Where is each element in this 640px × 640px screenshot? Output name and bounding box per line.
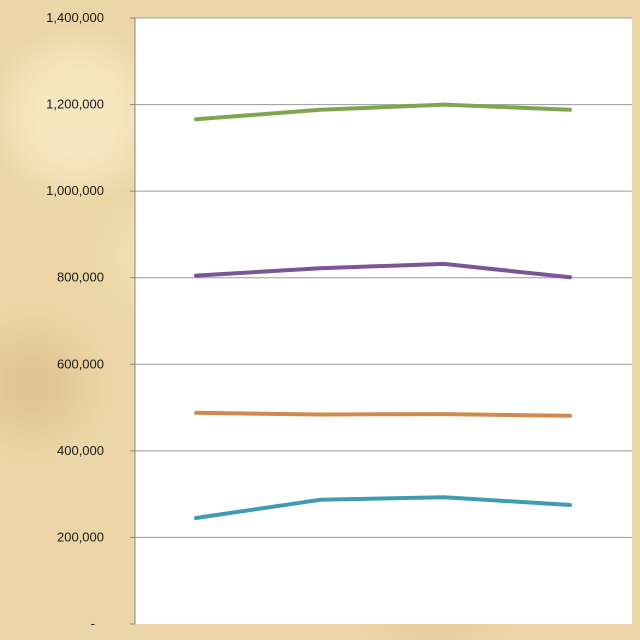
series-line-4 (194, 495, 572, 520)
series-line-2 (194, 261, 572, 280)
series-lines (194, 102, 572, 520)
series-line-3 (194, 410, 572, 418)
gridlines (135, 17, 632, 538)
y-tick-label: 600,000 (57, 356, 104, 371)
y-tick-label: 400,000 (57, 443, 104, 458)
y-tick-label: 200,000 (57, 529, 104, 544)
y-tick-label: 1,200,000 (46, 97, 104, 112)
series-line-1 (194, 102, 572, 122)
y-tick-label: - (91, 616, 95, 631)
y-axis: - 200,000 400,000 600,000 800,000 1,000,000 1,… (46, 10, 136, 631)
y-tick-label: 1,400,000 (46, 10, 104, 25)
y-tick-label: 1,000,000 (46, 183, 104, 198)
y-tick-label: 800,000 (57, 270, 104, 285)
